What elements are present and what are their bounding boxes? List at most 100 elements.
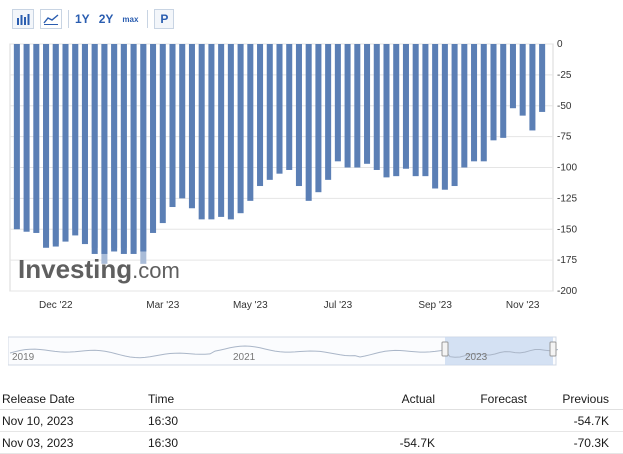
bar [305, 44, 312, 201]
bar [461, 44, 468, 168]
row-release-date: Nov 03, 2023 [2, 436, 74, 450]
toolbar-divider [147, 10, 149, 28]
bar [62, 44, 69, 242]
bar [101, 44, 108, 254]
bar [23, 44, 30, 232]
y-tick-label: -150 [557, 224, 577, 235]
navigator-handle[interactable] [441, 341, 449, 357]
bar [179, 44, 186, 199]
bar [490, 44, 497, 141]
y-tick-label: -50 [557, 101, 572, 112]
bar [441, 44, 448, 190]
range-max-button[interactable]: max [122, 14, 139, 24]
y-tick-label: -25 [557, 70, 572, 81]
time-navigator[interactable]: 2019 2021 2023 [8, 333, 558, 366]
bar-chart-icon[interactable] [12, 9, 34, 29]
bar [286, 44, 293, 170]
bar [364, 44, 371, 164]
bar [432, 44, 439, 189]
p-button[interactable]: P [154, 9, 175, 29]
bar [52, 44, 59, 247]
chart-toolbar: 1Y 2Y max P [12, 8, 175, 30]
bar [111, 44, 118, 252]
bar [276, 44, 283, 174]
bar [150, 44, 157, 233]
table-row: Nov 10, 2023 16:30 -54.7K [0, 410, 623, 432]
y-tick-label: -75 [557, 132, 572, 143]
header-actual: Actual [401, 392, 435, 406]
bar [257, 44, 264, 187]
bar [72, 44, 79, 236]
bar [422, 44, 429, 177]
bar [315, 44, 322, 193]
bar [198, 44, 205, 220]
bar [140, 44, 147, 252]
bar [480, 44, 487, 162]
bar [500, 44, 507, 138]
row-time: 16:30 [148, 436, 179, 450]
x-tick-label: Mar '23 [146, 300, 179, 311]
x-tick-label: May '23 [233, 300, 268, 311]
toolbar-divider [68, 10, 69, 28]
header-release-date: Release Date [2, 392, 75, 406]
x-tick-label: Nov '23 [506, 300, 540, 311]
table-header: Release Date Time Actual Forecast Previo… [0, 388, 623, 410]
bar [227, 44, 234, 220]
row-previous: -70.3K [573, 436, 609, 450]
row-time: 16:30 [148, 414, 179, 428]
bar [188, 44, 195, 209]
bar [412, 44, 419, 177]
bar [159, 44, 166, 224]
bar [43, 44, 50, 248]
bar [529, 44, 536, 131]
bar [247, 44, 254, 201]
x-tick-label: Dec '22 [39, 300, 73, 311]
bar [402, 44, 409, 169]
bar [383, 44, 390, 178]
navigator-year-label: 2019 [12, 352, 35, 363]
release-table: Release Date Time Actual Forecast Previo… [0, 388, 623, 454]
watermark-logo: Investing.com [18, 254, 180, 284]
bar [13, 44, 20, 230]
bar [218, 44, 225, 217]
header-previous: Previous [562, 392, 609, 406]
navigator-selection[interactable] [445, 337, 553, 365]
bar [373, 44, 380, 170]
bar [451, 44, 458, 187]
row-release-date: Nov 10, 2023 [2, 414, 74, 428]
y-tick-label: -100 [557, 163, 577, 174]
bar [471, 44, 478, 162]
y-tick-label: -125 [557, 193, 577, 204]
bar-chart: 0 -25 -50 -75 -100 -125 -150 -175 -200 Dec '22 Mar… [0, 36, 623, 321]
bar [120, 44, 127, 254]
bar [91, 44, 98, 254]
header-forecast: Forecast [480, 392, 527, 406]
bar [130, 44, 137, 254]
header-time: Time [148, 392, 175, 406]
bar [519, 44, 526, 116]
navigator-handle[interactable] [549, 341, 557, 357]
row-actual: -54.7K [399, 436, 435, 450]
bar [295, 44, 302, 187]
y-tick-label: -200 [557, 286, 577, 297]
bar [393, 44, 400, 177]
line-chart-icon[interactable] [40, 9, 62, 29]
table-row: Nov 03, 2023 16:30 -54.7K -70.3K [0, 432, 623, 454]
bar [208, 44, 215, 220]
y-tick-label: -175 [557, 255, 577, 266]
bar [344, 44, 351, 168]
bar [509, 44, 516, 109]
bar [354, 44, 361, 168]
navigator-year-label: 2023 [465, 352, 488, 363]
chart-svg: 0 -25 -50 -75 -100 -125 -150 -175 -200 Dec '22 Mar… [9, 39, 577, 311]
bar [334, 44, 341, 162]
row-previous: -54.7K [573, 414, 609, 428]
x-tick-label: Jul '23 [324, 300, 353, 311]
range-1y-button[interactable]: 1Y [75, 12, 90, 26]
bar [325, 44, 332, 180]
y-tick-label: 0 [557, 39, 563, 50]
navigator-svg: 2019 2021 2023 [8, 336, 558, 366]
range-2y-button[interactable]: 2Y [98, 12, 114, 26]
bar [266, 44, 273, 180]
bar [169, 44, 176, 208]
